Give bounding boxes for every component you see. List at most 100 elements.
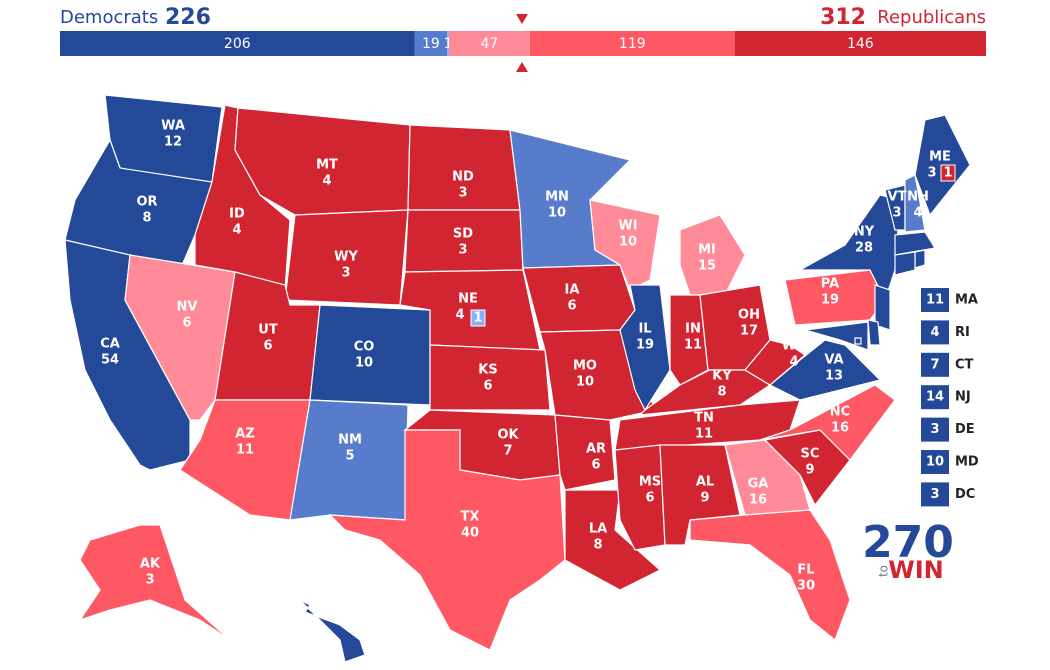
- state-ev: 4: [318, 647, 327, 662]
- state-abbr: IN: [685, 322, 701, 337]
- small-state-abbr: DE: [955, 422, 975, 437]
- state-shape: [759, 384, 896, 461]
- bar-label: 47: [481, 36, 499, 52]
- bar-label: 119: [619, 36, 646, 52]
- state-abbr: OH: [738, 308, 760, 323]
- state-ev: 3: [458, 186, 467, 201]
- state-ev: 8: [593, 538, 602, 553]
- state-shape: [554, 414, 616, 491]
- state-ev: 10: [355, 356, 373, 371]
- state-abbr: HI: [315, 631, 331, 646]
- state-abbr: LA: [589, 522, 607, 537]
- small-state-ev: 14: [926, 390, 944, 405]
- state-abbr: SC: [801, 447, 820, 462]
- state-shape: [894, 251, 916, 276]
- bar-segment: [414, 31, 448, 56]
- state-ev: 4: [232, 223, 241, 238]
- state-ev: 16: [831, 421, 849, 436]
- state-shape: [744, 339, 806, 386]
- state-ev: 10: [619, 235, 637, 250]
- state-shape: [724, 439, 811, 516]
- dem-label: Democrats: [60, 7, 158, 28]
- state-abbr: WV: [782, 339, 806, 354]
- state-abbr: WI: [618, 219, 637, 234]
- state-abbr: MS: [639, 475, 661, 490]
- bar-segment: [734, 31, 986, 56]
- state-shape: [619, 284, 671, 412]
- bar-segment: [447, 31, 449, 56]
- bar-label: 1: [444, 36, 453, 52]
- state-ev: 30: [797, 579, 815, 594]
- state-shape: [64, 138, 213, 271]
- state-shape: [299, 599, 366, 663]
- small-state-abbr: CT: [955, 357, 974, 372]
- small-state-box: [921, 482, 949, 507]
- state-abbr: OK: [497, 428, 519, 443]
- state-ev: 3: [927, 166, 936, 181]
- state-ev: 40: [461, 526, 479, 541]
- district-box: [470, 309, 486, 327]
- small-state-box: [921, 288, 949, 312]
- bar-segment: [60, 31, 415, 56]
- small-state-abbr: NJ: [955, 390, 971, 405]
- state-abbr: NH: [907, 190, 929, 205]
- state-abbr: AK: [140, 557, 161, 572]
- state-ev: 11: [695, 427, 713, 442]
- state-ev: 12: [164, 135, 182, 150]
- dem-total: 226: [165, 5, 211, 30]
- logo-word: WIN: [888, 556, 944, 584]
- bar-segment: [529, 31, 735, 56]
- state-abbr: NM: [338, 433, 362, 448]
- district-ev: 1: [473, 311, 482, 326]
- state-abbr: MT: [316, 158, 338, 173]
- state-shape: [904, 174, 926, 233]
- state-ev: 6: [645, 491, 654, 506]
- state-ev: 4: [789, 355, 798, 370]
- state-ev: 8: [142, 211, 151, 226]
- state-ev: 6: [263, 339, 272, 354]
- state-ev: 6: [483, 379, 492, 394]
- state-shape: [78, 524, 231, 641]
- state-shape: [429, 344, 551, 411]
- state-abbr: ND: [452, 170, 474, 185]
- small-state-ev: 4: [930, 325, 939, 340]
- state-abbr: ID: [229, 207, 245, 222]
- state-ev: 6: [591, 458, 600, 473]
- state-abbr: SD: [453, 227, 473, 242]
- state-ev: 15: [698, 259, 716, 274]
- state-abbr: WA: [161, 119, 185, 134]
- small-state-abbr: DC: [955, 487, 975, 502]
- rep-label: Republicans: [877, 7, 986, 28]
- state-abbr: CO: [354, 340, 375, 355]
- state-abbr: AZ: [235, 427, 255, 442]
- state-ev: 4: [913, 206, 922, 221]
- small-state-ev: 10: [926, 455, 944, 470]
- state-ev: 17: [740, 324, 758, 339]
- state-abbr: KY: [712, 369, 732, 384]
- state-ev: 9: [805, 463, 814, 478]
- state-abbr: NY: [854, 225, 875, 240]
- state-abbr: IA: [565, 283, 580, 298]
- state-abbr: WY: [334, 250, 358, 265]
- state-ev: 19: [636, 338, 654, 353]
- state-shape: [522, 264, 636, 333]
- state-abbr: AL: [696, 475, 714, 490]
- state-shape: [328, 429, 566, 651]
- small-state-abbr: RI: [955, 325, 970, 340]
- midpoint-arrow: [516, 62, 528, 72]
- state-ev: 13: [825, 369, 843, 384]
- state-shape: [914, 249, 926, 269]
- state-ev: 6: [567, 299, 576, 314]
- small-state-ev: 3: [930, 422, 939, 437]
- state-ev: 6: [182, 316, 191, 331]
- state-shape: [894, 231, 936, 256]
- state-ev: 11: [684, 338, 702, 353]
- small-state-abbr: MD: [955, 455, 979, 470]
- state-ev: 16: [749, 493, 767, 508]
- logo-number: 270: [862, 517, 954, 568]
- state-abbr: MO: [573, 359, 597, 374]
- district-ev: 1: [943, 166, 952, 181]
- state-abbr: TX: [461, 510, 480, 525]
- state-abbr: IL: [638, 322, 651, 337]
- state-abbr: NV: [177, 300, 198, 315]
